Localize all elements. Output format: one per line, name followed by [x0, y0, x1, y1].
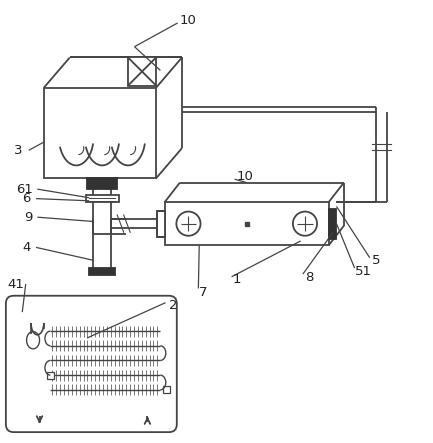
FancyBboxPatch shape [6, 296, 177, 432]
Bar [44, 88, 156, 179]
Text: 8: 8 [305, 271, 313, 284]
Text: 9: 9 [25, 211, 33, 224]
Text: 41: 41 [7, 278, 24, 291]
Text: 10: 10 [180, 14, 197, 27]
Text: 61: 61 [16, 183, 33, 196]
Text: 7: 7 [199, 286, 208, 299]
Text: 10: 10 [236, 170, 253, 183]
Text: 5: 5 [372, 254, 381, 267]
Text: 51: 51 [355, 264, 372, 278]
Bar [89, 268, 115, 276]
Text: 3: 3 [14, 144, 22, 157]
Bar [86, 195, 119, 202]
Bar [329, 209, 336, 239]
Text: 1: 1 [233, 273, 242, 286]
Text: 6: 6 [23, 192, 31, 205]
Bar [165, 202, 329, 245]
Bar [163, 386, 170, 393]
Bar [157, 211, 165, 237]
Text: 2: 2 [169, 299, 178, 312]
Bar [87, 179, 117, 189]
Text: 4: 4 [23, 241, 31, 254]
Bar [128, 58, 156, 85]
Bar [47, 372, 54, 379]
